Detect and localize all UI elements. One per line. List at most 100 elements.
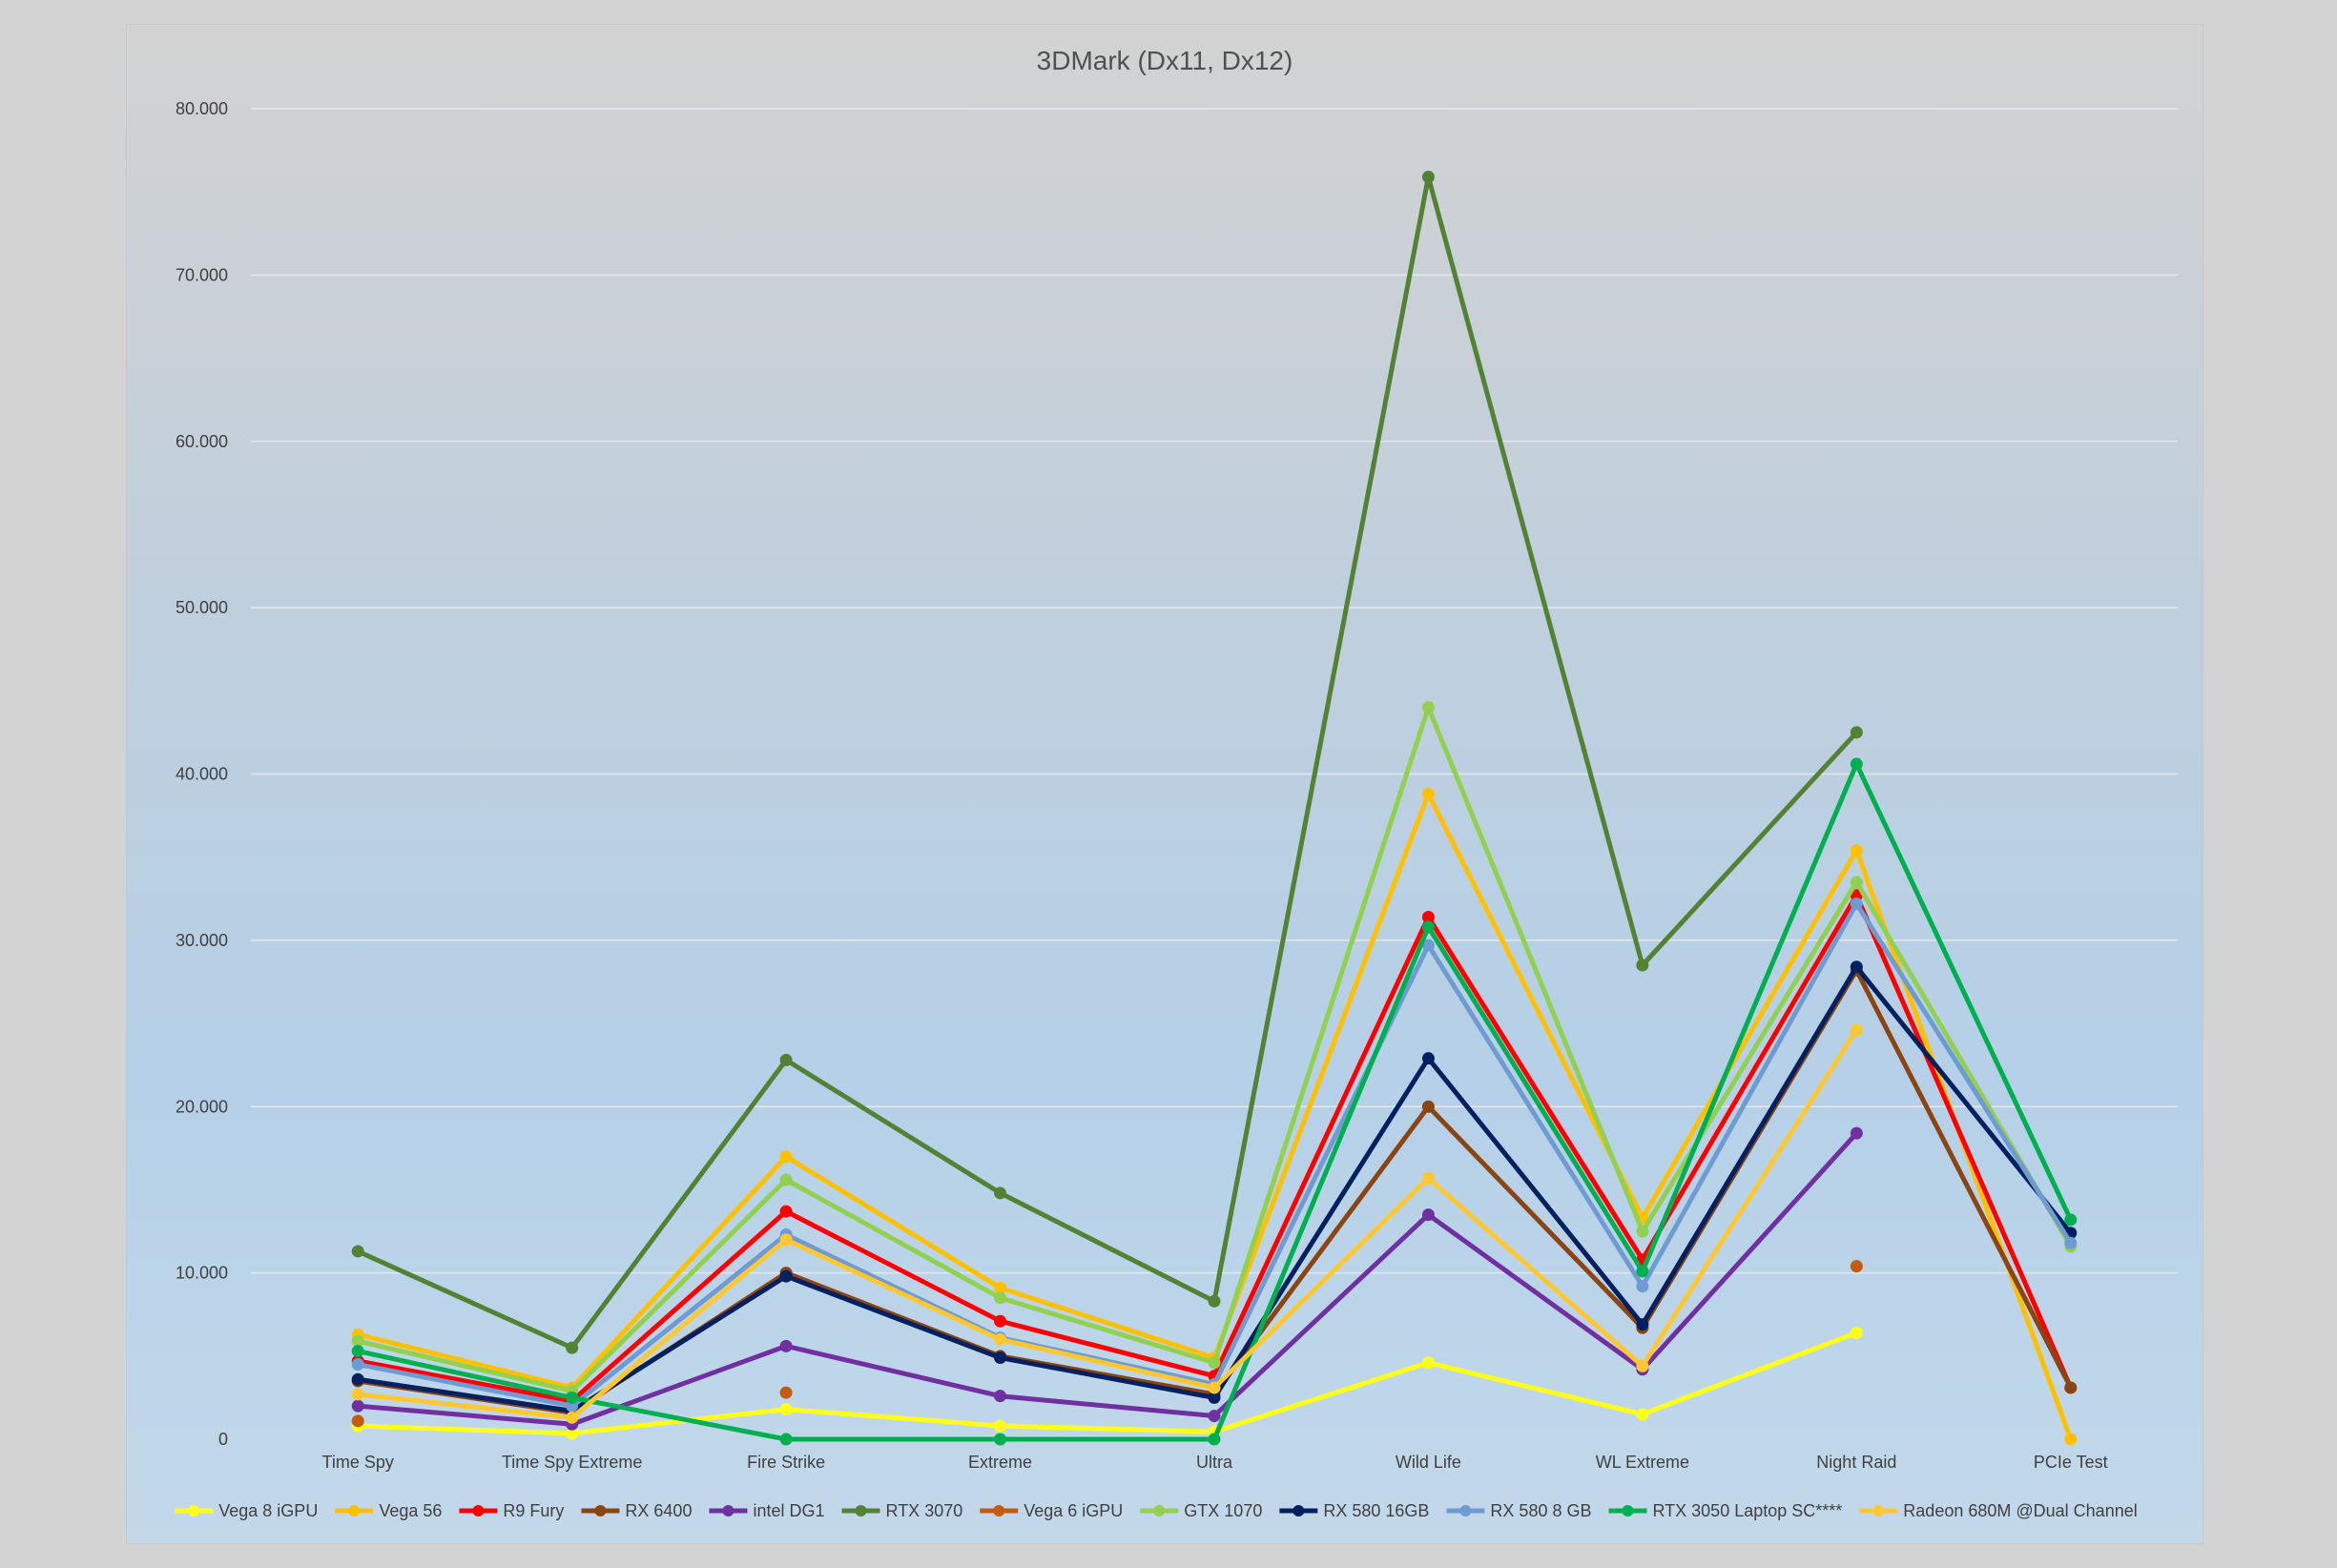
series-0 xyxy=(351,1326,1863,1440)
data-point xyxy=(1208,1391,1221,1404)
legend-label: RX 580 8 GB xyxy=(1490,1501,1591,1520)
legend-item: RX 6400 xyxy=(581,1501,692,1520)
series-5 xyxy=(351,170,1863,1354)
legend: Vega 8 iGPU Vega 56 R9 Fury RX 6400 intel DG… xyxy=(175,1501,2138,1520)
data-point xyxy=(1850,960,1863,974)
legend-item: RTX 3050 Laptop SC**** xyxy=(1608,1501,1842,1520)
legend-swatch-marker xyxy=(1622,1505,1634,1516)
x-tick-label: PCIe Test xyxy=(2034,1453,2108,1472)
legend-swatch-marker xyxy=(1872,1505,1885,1516)
data-point xyxy=(1421,787,1435,800)
series-11 xyxy=(351,1023,1863,1424)
legend-item: Vega 56 xyxy=(335,1501,442,1520)
data-point xyxy=(1850,726,1863,739)
legend-label: Vega 8 iGPU xyxy=(218,1501,318,1520)
data-point xyxy=(1636,1225,1649,1238)
data-point xyxy=(1850,1260,1863,1273)
chart-title: 3DMark (Dx11, Dx12) xyxy=(1037,46,1293,75)
x-tick-label: Time Spy xyxy=(322,1453,394,1472)
data-point xyxy=(1208,1356,1221,1370)
y-tick-label: 70.000 xyxy=(176,265,228,284)
legend-item: Radeon 680M @Dual Channel xyxy=(1859,1501,2138,1520)
line-chart: 3DMark (Dx11, Dx12) 0 10.000 20.000 30.000 4… xyxy=(175,46,2178,1520)
y-tick-label: 30.000 xyxy=(176,931,228,950)
data-point xyxy=(994,1281,1007,1294)
series-2 xyxy=(351,889,2078,1408)
y-axis-ticks: 0 10.000 20.000 30.000 40.000 50.000 60.000 70.… xyxy=(176,99,228,1449)
data-point xyxy=(994,1186,1007,1200)
x-tick-label: Night Raid xyxy=(1816,1453,1896,1472)
legend-swatch-marker xyxy=(993,1505,1005,1516)
data-point xyxy=(566,1411,579,1424)
series-10 xyxy=(351,757,2078,1446)
data-point xyxy=(1421,1100,1435,1113)
data-point xyxy=(351,1388,364,1401)
data-point xyxy=(779,1339,793,1352)
data-point xyxy=(994,1433,1007,1446)
legend-swatch-marker xyxy=(472,1505,485,1516)
data-point xyxy=(1421,701,1435,714)
data-point xyxy=(779,1403,793,1416)
series-line xyxy=(355,1130,1859,1427)
legend-label: GTX 1070 xyxy=(1184,1501,1262,1520)
y-tick-label: 10.000 xyxy=(176,1264,228,1283)
data-point xyxy=(779,1269,793,1283)
data-point xyxy=(1636,1280,1649,1293)
data-point xyxy=(2064,1236,2078,1249)
data-point xyxy=(351,1399,364,1413)
data-point xyxy=(566,1341,579,1354)
x-tick-label: Wild Life xyxy=(1396,1453,1461,1472)
data-point xyxy=(779,1173,793,1186)
series-line xyxy=(355,1330,1859,1436)
y-tick-label: 40.000 xyxy=(176,765,228,784)
legend-item: GTX 1070 xyxy=(1140,1501,1262,1520)
x-axis-ticks: Time Spy Time Spy Extreme Fire Strike Extre… xyxy=(322,1453,2108,1472)
data-point xyxy=(351,1334,364,1348)
legend-item: Vega 6 iGPU xyxy=(980,1501,1123,1520)
y-tick-label: 0 xyxy=(218,1430,228,1449)
data-point xyxy=(994,1291,1007,1305)
data-point xyxy=(351,1245,364,1258)
legend-swatch-marker xyxy=(348,1505,361,1516)
data-point xyxy=(1208,1433,1221,1446)
legend-item: R9 Fury xyxy=(459,1501,564,1520)
legend-label: RTX 3050 Laptop SC**** xyxy=(1652,1501,1842,1520)
data-point xyxy=(1636,1359,1649,1372)
data-point xyxy=(1636,1265,1649,1278)
legend-item: RX 580 16GB xyxy=(1279,1501,1429,1520)
data-point xyxy=(1850,1023,1863,1037)
series-4 xyxy=(351,1126,1863,1431)
series-line xyxy=(355,791,2074,1442)
data-point xyxy=(566,1427,579,1440)
x-tick-label: Fire Strike xyxy=(747,1453,825,1472)
data-point xyxy=(1850,876,1863,889)
data-point xyxy=(351,1358,364,1372)
y-tick-label: 50.000 xyxy=(176,598,228,617)
data-point xyxy=(994,1332,1007,1346)
legend-swatch-marker xyxy=(594,1505,607,1516)
data-point xyxy=(1850,757,1863,771)
data-point xyxy=(1208,1410,1221,1423)
data-point xyxy=(994,1314,1007,1328)
legend-label: intel DG1 xyxy=(753,1501,824,1520)
series-line xyxy=(355,893,2074,1404)
chart-panel: 3DMark (Dx11, Dx12) 0 10.000 20.000 30.000 4… xyxy=(126,24,2203,1544)
legend-swatch-marker xyxy=(1459,1505,1472,1516)
data-point xyxy=(566,1391,579,1404)
series-9 xyxy=(351,897,2078,1413)
data-point xyxy=(1208,1294,1221,1308)
data-point xyxy=(2064,1433,2078,1446)
data-point xyxy=(994,1351,1007,1365)
legend-item: RTX 3070 xyxy=(841,1501,963,1520)
legend-label: Vega 6 iGPU xyxy=(1024,1501,1123,1520)
legend-swatch-marker xyxy=(1293,1505,1305,1516)
data-point xyxy=(1850,844,1863,857)
x-tick-label: WL Extreme xyxy=(1596,1453,1689,1472)
legend-label: RTX 3070 xyxy=(886,1501,963,1520)
data-point xyxy=(1421,1052,1435,1065)
data-point xyxy=(1636,959,1649,972)
data-point xyxy=(351,1372,364,1386)
data-point xyxy=(351,1345,364,1358)
x-tick-label: Extreme xyxy=(968,1453,1032,1472)
legend-swatch-marker xyxy=(855,1505,867,1516)
